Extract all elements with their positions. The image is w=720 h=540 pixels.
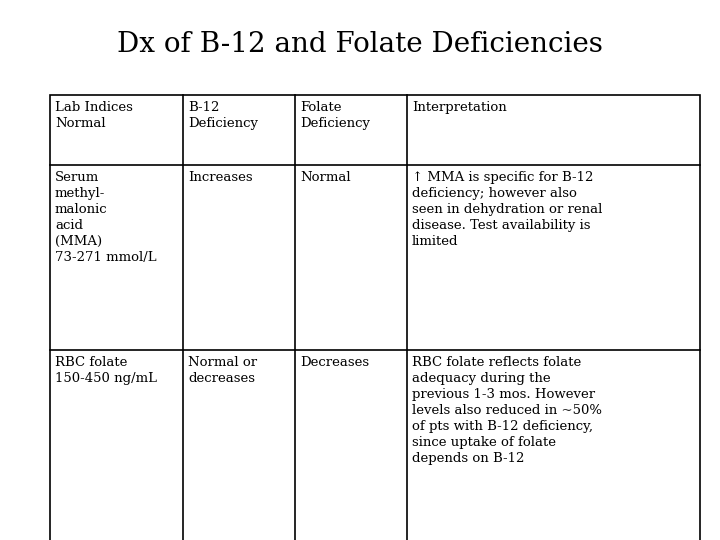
Text: Decreases: Decreases [300, 356, 369, 369]
Text: Increases: Increases [188, 171, 253, 184]
Text: Serum
methyl-
malonic
acid
(MMA)
73-271 mmol/L: Serum methyl- malonic acid (MMA) 73-271 … [55, 171, 157, 264]
Text: ↑ MMA is specific for B-12
deficiency; however also
seen in dehydration or renal: ↑ MMA is specific for B-12 deficiency; h… [412, 171, 603, 248]
Text: Folate
Deficiency: Folate Deficiency [300, 101, 370, 130]
Text: Lab Indices
Normal: Lab Indices Normal [55, 101, 133, 130]
Text: Normal: Normal [300, 171, 351, 184]
Text: RBC folate reflects folate
adequacy during the
previous 1-3 mos. However
levels : RBC folate reflects folate adequacy duri… [412, 356, 602, 465]
Text: Normal or
decreases: Normal or decreases [188, 356, 257, 385]
Text: B-12
Deficiency: B-12 Deficiency [188, 101, 258, 130]
Text: Dx of B-12 and Folate Deficiencies: Dx of B-12 and Folate Deficiencies [117, 31, 603, 58]
Text: RBC folate
150-450 ng/mL: RBC folate 150-450 ng/mL [55, 356, 157, 385]
Bar [50, 95, 700, 540]
Text: Interpretation: Interpretation [412, 101, 507, 114]
